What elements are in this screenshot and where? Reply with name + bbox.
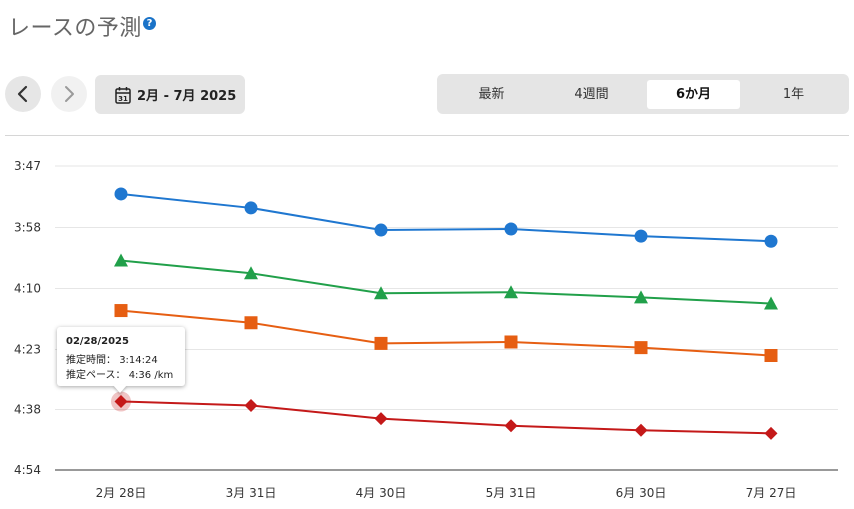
chevron-right-icon [65, 86, 74, 102]
previous-period-button[interactable] [5, 76, 41, 112]
data-point-circle [244, 201, 258, 215]
data-point-circle [764, 234, 778, 248]
y-tick-label: 4:54 [14, 463, 41, 477]
y-tick-label: 3:58 [14, 221, 41, 235]
x-tick-label: 3月 31日 [226, 486, 277, 500]
data-point-triangle [634, 290, 648, 304]
period-tab-1-year[interactable]: 1年 [782, 87, 805, 102]
page-title: レースの予測 [8, 16, 142, 41]
data-point-square [504, 335, 518, 349]
period-tab-4-weeks[interactable]: 4週間 [574, 87, 609, 102]
data-point-diamond [244, 399, 258, 412]
x-tick-label: 2月 28日 [96, 486, 147, 500]
calendar-icon: 31 [115, 86, 131, 104]
tooltip-time-value: 3:14:24 [119, 355, 158, 366]
chevron-left-icon [17, 85, 28, 103]
data-point-diamond [634, 423, 648, 437]
help-icon[interactable]: ? [143, 17, 156, 30]
x-tick-label: 7月 27日 [746, 486, 797, 500]
tooltip-date: 02/28/2025 [66, 336, 129, 347]
period-tab-latest[interactable]: 最新 [478, 87, 505, 102]
date-range-selector[interactable]: 31 2月 - 7月 2025 [95, 75, 245, 114]
data-point-square [244, 316, 258, 330]
y-tick-label: 4:23 [14, 343, 41, 357]
tooltip-estimated-time: 推定時間： 3:14:24 [66, 351, 158, 366]
data-point-square [114, 304, 128, 318]
series-line [120, 192, 772, 243]
next-period-button[interactable] [51, 76, 87, 112]
x-tick-label: 5月 31日 [486, 486, 537, 500]
data-point-circle [114, 187, 128, 201]
period-tab-6-months[interactable]: 6か月 [647, 80, 740, 109]
data-point-diamond [504, 419, 518, 433]
data-point-triangle [764, 296, 778, 310]
y-tick-label: 4:10 [14, 282, 41, 296]
data-point-triangle [244, 266, 258, 280]
data-point-triangle [374, 286, 388, 300]
tooltip-time-label: 推定時間： [66, 355, 116, 366]
data-point-circle [504, 222, 518, 236]
data-point-square [634, 341, 648, 355]
data-point-circle [374, 223, 388, 237]
data-point-diamond [374, 412, 388, 426]
data-point-circle [634, 229, 648, 243]
series-line [120, 309, 772, 357]
data-point-square [764, 349, 778, 362]
series-line [120, 259, 772, 305]
data-point-diamond [764, 426, 778, 440]
data-point-triangle [114, 253, 128, 267]
period-selector: 最新 4週間 6か月 1年 [437, 74, 849, 114]
header-divider [5, 135, 849, 136]
date-range-label: 2月 - 7月 2025 [137, 89, 237, 104]
calendar-day-text: 31 [118, 95, 128, 103]
x-tick-label: 6月 30日 [616, 486, 667, 500]
tooltip-pointer [113, 385, 127, 393]
data-point-diamond [114, 395, 128, 408]
x-tick-label: 4月 30日 [356, 486, 407, 500]
tooltip-pace-label: 推定ペース： [66, 370, 126, 381]
y-tick-label: 4:38 [14, 403, 41, 417]
series-line [120, 400, 772, 435]
data-point-triangle [504, 285, 518, 299]
y-tick-label: 3:47 [14, 159, 41, 173]
tooltip-estimated-pace: 推定ペース： 4:36 /km [66, 366, 173, 381]
data-point-square [374, 336, 388, 350]
data-point-tooltip: 02/28/2025 推定時間： 3:14:24 推定ペース： 4:36 /km [57, 327, 185, 393]
tooltip-pace-value: 4:36 /km [128, 370, 174, 381]
